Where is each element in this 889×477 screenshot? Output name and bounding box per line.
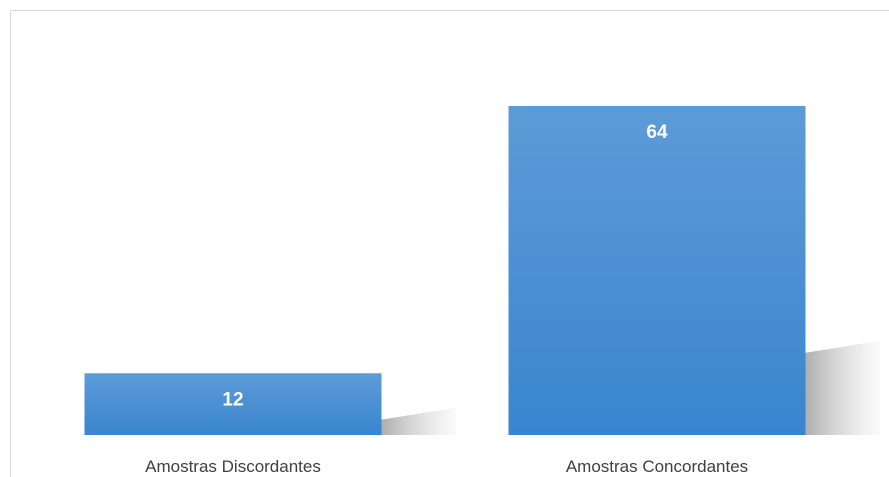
bar-shadow bbox=[805, 340, 881, 435]
data-label: 64 bbox=[646, 122, 668, 143]
bar-sheen bbox=[508, 106, 806, 435]
x-tick-label: Amostras Concordantes bbox=[566, 457, 748, 476]
x-tick-label: Amostras Discordantes bbox=[145, 457, 321, 476]
bar-shadow bbox=[381, 407, 457, 435]
data-label: 12 bbox=[222, 389, 243, 410]
bar-sheen bbox=[84, 373, 382, 435]
